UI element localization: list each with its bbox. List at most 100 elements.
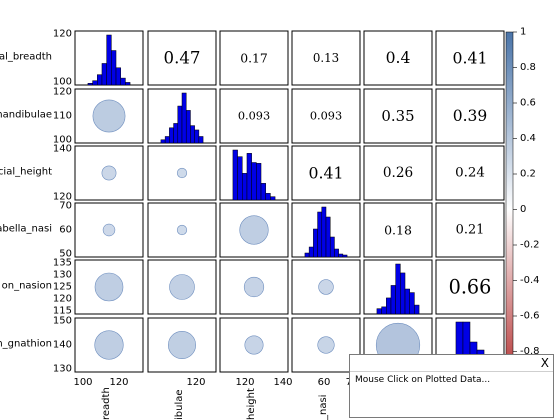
correlation-bubble[interactable]: [102, 223, 116, 237]
cell-r3c1[interactable]: [147, 202, 217, 258]
cell-r0c0[interactable]: [74, 30, 144, 86]
histogram-bar[interactable]: [321, 206, 327, 258]
histogram-bar[interactable]: [87, 83, 93, 86]
cell-r1c0[interactable]: [74, 88, 144, 144]
data-tip-popup[interactable]: X Mouse Click on Plotted Data...: [349, 354, 554, 418]
cell-r2c4[interactable]: 0.26: [363, 145, 433, 201]
histogram-bar[interactable]: [251, 162, 257, 201]
cell-r2c2[interactable]: [219, 145, 289, 201]
close-icon[interactable]: X: [540, 356, 549, 370]
correlation-bubble[interactable]: [244, 335, 264, 355]
cell-r3c2[interactable]: [219, 202, 289, 258]
correlation-bubble[interactable]: [168, 330, 197, 359]
cell-r0c3[interactable]: 0.13: [291, 30, 361, 86]
cell-r5c3[interactable]: [291, 317, 361, 373]
cell-r2c5[interactable]: 0.24: [435, 145, 505, 201]
correlation-bubble[interactable]: [94, 330, 124, 360]
histogram-bar[interactable]: [390, 285, 396, 315]
cell-r0c5[interactable]: 0.41: [435, 30, 505, 86]
cell-r0c2[interactable]: 0.17: [219, 30, 289, 86]
histogram-bar[interactable]: [194, 129, 200, 144]
cell-r4c4[interactable]: [363, 259, 433, 315]
correlation-bubble[interactable]: [101, 165, 117, 181]
x-tick-label: 100: [73, 377, 92, 388]
cell-r5c2[interactable]: [219, 317, 289, 373]
histogram-bar[interactable]: [106, 34, 112, 86]
cell-r4c2[interactable]: [219, 259, 289, 315]
correlation-bubble[interactable]: [239, 215, 269, 245]
cell-r3c3[interactable]: [291, 202, 361, 258]
histogram-bar[interactable]: [97, 74, 103, 86]
histogram-bar[interactable]: [232, 149, 238, 201]
histogram-bar[interactable]: [242, 173, 248, 201]
cell-r3c5[interactable]: 0.21: [435, 202, 505, 258]
histogram-bar[interactable]: [101, 63, 107, 86]
histogram-bar[interactable]: [181, 92, 187, 144]
correlation-bubble[interactable]: [243, 276, 265, 298]
histogram-bar[interactable]: [237, 156, 243, 201]
cell-r1c4[interactable]: 0.35: [363, 88, 433, 144]
cell-frame: [219, 30, 289, 86]
histogram-bar[interactable]: [404, 288, 410, 315]
correlation-bubble[interactable]: [176, 167, 188, 179]
histogram-bar[interactable]: [381, 306, 387, 315]
histogram-bar[interactable]: [198, 136, 204, 144]
correlation-bubble[interactable]: [92, 99, 126, 133]
cell-r0c4[interactable]: 0.4: [363, 30, 433, 86]
histogram-bar[interactable]: [260, 183, 266, 201]
histogram-bar[interactable]: [376, 308, 382, 315]
histogram-bar[interactable]: [92, 80, 98, 86]
cell-r1c2[interactable]: 0.093: [219, 88, 289, 144]
histogram-bar[interactable]: [386, 297, 392, 315]
cell-r5c0[interactable]: [74, 317, 144, 373]
histogram-bar[interactable]: [111, 50, 117, 86]
histogram-bar[interactable]: [120, 77, 126, 86]
histogram-bar[interactable]: [164, 136, 170, 144]
histogram-bar[interactable]: [169, 127, 174, 144]
histogram-bar[interactable]: [115, 67, 121, 86]
histogram-bar[interactable]: [313, 228, 318, 258]
histogram-bar[interactable]: [414, 304, 420, 315]
cell-r0c1[interactable]: 0.47: [147, 30, 217, 86]
cell-r2c3[interactable]: 0.41: [291, 145, 361, 201]
histogram-bar[interactable]: [334, 248, 339, 258]
histogram-bar[interactable]: [317, 211, 323, 258]
cell-r4c5[interactable]: 0.66: [435, 259, 505, 315]
histogram-bar[interactable]: [342, 254, 348, 258]
histogram-bar[interactable]: [256, 163, 262, 201]
histogram-bar[interactable]: [325, 216, 331, 258]
histogram-bar[interactable]: [160, 139, 166, 144]
histogram-bar[interactable]: [190, 125, 195, 144]
histogram-bar[interactable]: [308, 246, 314, 258]
histogram-bar[interactable]: [265, 193, 271, 201]
histogram-bar[interactable]: [338, 253, 344, 258]
histogram-bar[interactable]: [304, 252, 310, 258]
cell-r4c0[interactable]: [74, 259, 144, 315]
histogram-bar[interactable]: [409, 292, 415, 315]
histogram-bar[interactable]: [185, 110, 191, 144]
cell-r3c0[interactable]: [74, 202, 144, 258]
cell-r1c1[interactable]: [147, 88, 217, 144]
histogram-bar[interactable]: [270, 196, 276, 201]
cell-r3c4[interactable]: 0.18: [363, 202, 433, 258]
correlation-value: 0.66: [449, 276, 492, 299]
cell-r4c1[interactable]: [147, 259, 217, 315]
correlation-bubble[interactable]: [169, 274, 195, 300]
cell-r1c3[interactable]: 0.093: [291, 88, 361, 144]
correlation-bubble[interactable]: [176, 224, 188, 236]
histogram-bar[interactable]: [400, 272, 406, 315]
histogram-bar[interactable]: [173, 123, 179, 144]
histogram-bar[interactable]: [246, 153, 252, 201]
cell-r2c1[interactable]: [147, 145, 217, 201]
histogram-bar[interactable]: [329, 236, 335, 258]
cell-r4c3[interactable]: [291, 259, 361, 315]
correlation-bubble[interactable]: [318, 279, 334, 295]
cell-r1c5[interactable]: 0.39: [435, 88, 505, 144]
cell-r5c1[interactable]: [147, 317, 217, 373]
histogram-bar[interactable]: [125, 82, 131, 86]
histogram-bar[interactable]: [395, 263, 401, 315]
correlation-bubble[interactable]: [317, 336, 335, 354]
correlation-bubble[interactable]: [94, 272, 124, 302]
histogram-bar[interactable]: [177, 105, 183, 144]
cell-r2c0[interactable]: [74, 145, 144, 201]
